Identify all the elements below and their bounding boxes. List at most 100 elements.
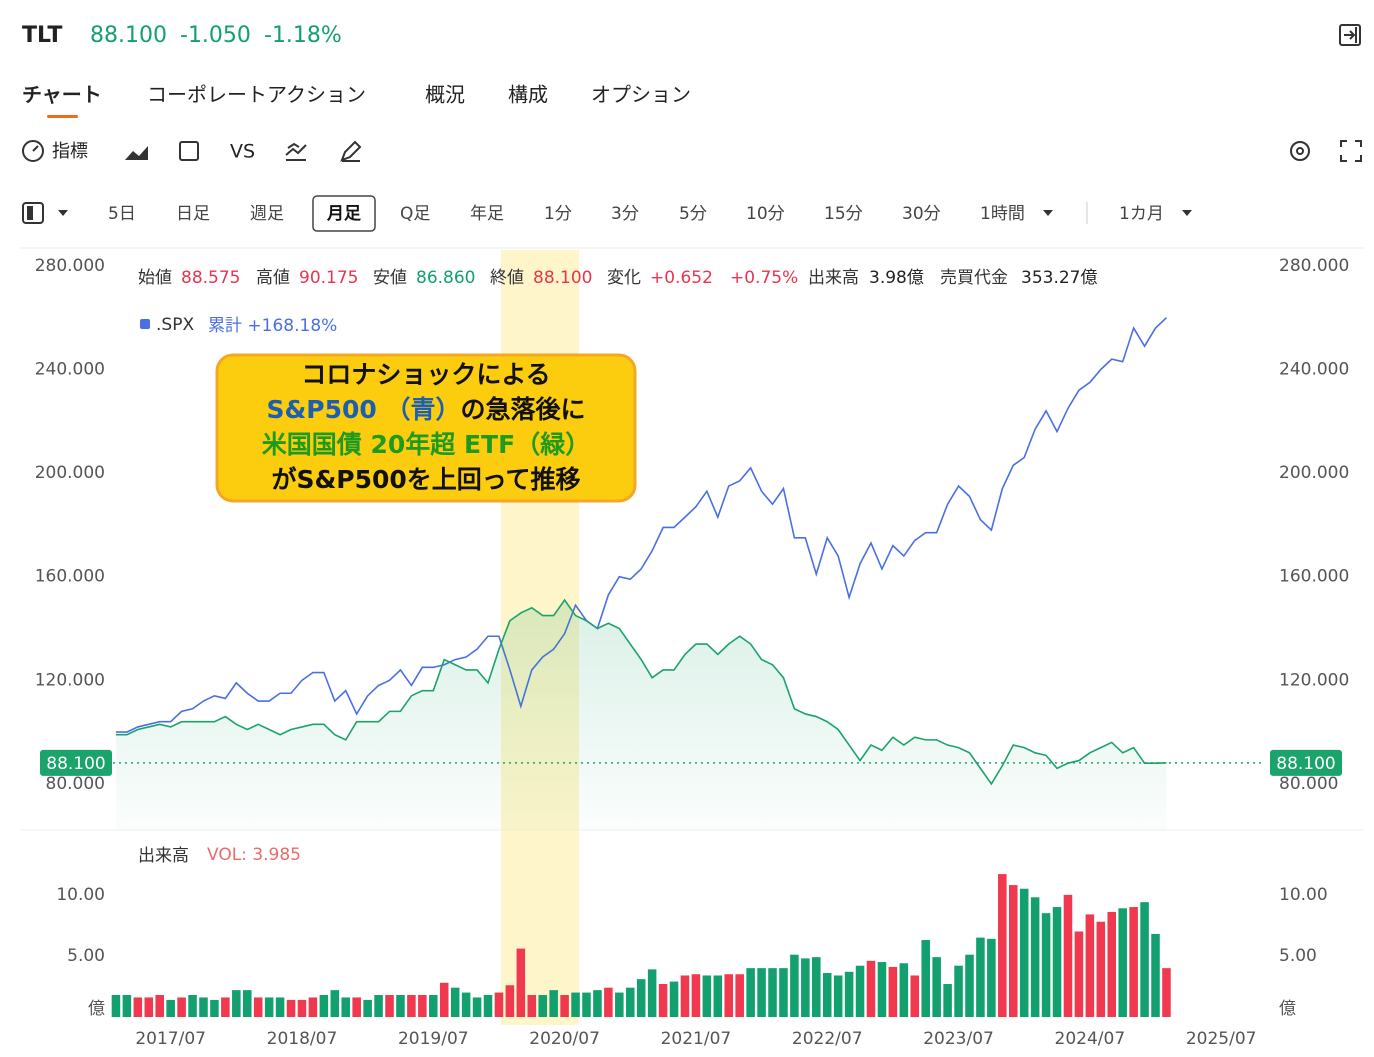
annotation-segment: S&P500 （青） <box>266 395 460 424</box>
volume-bar <box>560 995 569 1017</box>
symbol: TLT <box>22 23 62 48</box>
volume-bar <box>987 938 996 1017</box>
y-tick-label-right: 120.000 <box>1279 670 1349 690</box>
period-option[interactable]: 1時間 <box>980 204 1025 224</box>
indicator-button[interactable]: 指標 <box>22 140 88 162</box>
y-tick-label: 160.000 <box>35 567 105 587</box>
volume-bar <box>286 999 296 1017</box>
period-option[interactable]: 15分 <box>824 204 863 224</box>
info-label: 高値 <box>256 268 290 288</box>
volume-bar <box>669 981 679 1017</box>
volume-bar <box>636 979 646 1017</box>
info-value: 3.98億 <box>869 268 924 288</box>
settings-button[interactable] <box>1290 141 1310 161</box>
volume-bar <box>330 990 340 1017</box>
tab[interactable]: 概況 <box>425 83 465 107</box>
volume-bar <box>352 997 361 1017</box>
volume-bar <box>680 975 690 1017</box>
volume-bar <box>998 874 1007 1017</box>
volume-bar <box>713 975 723 1017</box>
volume-bar <box>549 990 558 1017</box>
annotation-line: コロナショックによる <box>301 360 550 389</box>
volume-bar <box>625 987 635 1017</box>
x-tick-label: 2017/07 <box>135 1029 206 1049</box>
period-option[interactable]: 5日 <box>108 204 136 224</box>
period-option[interactable]: 5分 <box>679 204 707 224</box>
volume-bar <box>877 962 887 1017</box>
volume-bar <box>888 966 898 1017</box>
info-label: 出来高 <box>808 268 859 288</box>
info-label: 安値 <box>373 268 407 288</box>
volume-bar <box>275 997 285 1017</box>
dropdown-arrows <box>1043 210 1192 216</box>
volume-bar <box>1118 908 1127 1017</box>
volume-bar <box>341 997 351 1017</box>
period-option[interactable]: 週足 <box>250 204 284 224</box>
volume-bar <box>439 982 449 1017</box>
period-option[interactable]: 年足 <box>470 204 504 224</box>
volume-bar <box>1019 888 1029 1017</box>
info-label: 売買代金 <box>940 268 1008 288</box>
volume-bar <box>1140 902 1149 1017</box>
x-tick-label: 2023/07 <box>923 1029 994 1049</box>
y-tick-label-right: 280.000 <box>1279 256 1349 276</box>
volume-bar <box>319 995 329 1017</box>
compare-button[interactable]: VS <box>230 141 255 163</box>
info-label: 変化 <box>607 268 641 288</box>
volume-bar <box>385 995 394 1017</box>
volume-bar <box>582 992 591 1017</box>
volume-bar <box>1151 933 1160 1017</box>
volume-bar <box>144 997 154 1017</box>
drawing-tools-button[interactable] <box>285 142 307 161</box>
period-option[interactable]: 1カ月 <box>1119 204 1164 224</box>
collapse-button[interactable] <box>1339 24 1361 46</box>
y-tick-label: 120.000 <box>35 670 105 690</box>
volume-bar <box>757 968 766 1017</box>
volume-bar <box>899 963 909 1017</box>
volume-bar <box>1074 931 1084 1017</box>
volume-bar <box>1085 914 1095 1017</box>
volume-bar <box>790 954 799 1017</box>
pen-button[interactable] <box>340 140 362 162</box>
period-option[interactable]: 10分 <box>746 204 785 224</box>
chart-type-button[interactable] <box>125 146 148 160</box>
period-option[interactable]: 30分 <box>902 204 941 224</box>
period-option[interactable]: 3分 <box>611 204 639 224</box>
price-tag-right <box>1270 749 1342 776</box>
draw-box-button[interactable] <box>179 141 199 161</box>
layout-button[interactable] <box>22 202 68 224</box>
info-value: +0.652 <box>650 268 713 288</box>
line <box>115 317 1168 733</box>
volume-bar <box>494 992 504 1017</box>
volume-bar <box>943 984 952 1017</box>
volume-bar <box>921 940 930 1017</box>
period-option[interactable]: 日足 <box>176 204 210 224</box>
fullscreen-button[interactable] <box>1340 140 1362 162</box>
volume-bar <box>155 995 164 1017</box>
volume-bar <box>768 968 777 1017</box>
tab[interactable]: コーポレートアクション <box>147 83 366 107</box>
volume-bar <box>1063 894 1073 1017</box>
annotation-line: S&P500 （青）の急落後に <box>266 395 585 424</box>
volume-bar <box>1162 968 1171 1017</box>
volume-bar <box>1030 897 1040 1017</box>
annotation-segment: コロナショックによる <box>301 360 550 389</box>
tab[interactable]: 構成 <box>508 83 548 107</box>
volume-bar <box>232 990 241 1017</box>
change: -1.050 <box>180 23 251 48</box>
volume-bar <box>604 987 613 1017</box>
x-tick-label: 2022/07 <box>792 1029 863 1049</box>
volume-bar <box>965 954 974 1017</box>
volume-bar <box>1107 911 1117 1017</box>
volume-bar <box>111 995 121 1017</box>
tab[interactable]: チャート <box>22 83 102 107</box>
period-option[interactable]: 月足 <box>326 204 361 224</box>
volume-bar <box>461 992 471 1017</box>
volume-bar <box>429 995 438 1017</box>
period-option[interactable]: 1分 <box>544 204 572 224</box>
tab[interactable]: オプション <box>591 83 691 107</box>
period-option[interactable]: Q足 <box>400 204 430 224</box>
y-tick-label-right: 10.00 <box>1279 885 1328 905</box>
